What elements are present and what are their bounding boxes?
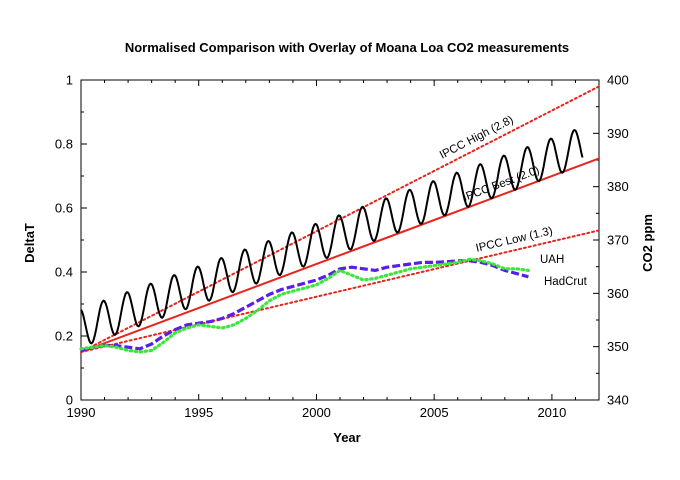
axis-ticks: 1990 1995 2000 2005 2010 0 0.2 0.4 0.6 0.8 1 340 350… (55, 73, 629, 421)
y2-axis-label: CO2 ppm (640, 214, 655, 272)
y-tick-label: 0.8 (55, 137, 73, 152)
x-tick-label: 1990 (67, 405, 96, 420)
y-tick-label: 0.6 (55, 201, 73, 216)
ipcc-line (80, 157, 600, 353)
y2-tick-label: 400 (607, 73, 629, 88)
x-tick-label: 2000 (302, 405, 331, 420)
ipcc-label: IPCC High (2.8) (438, 114, 516, 162)
y-axis-label: DeltaT (22, 223, 37, 263)
y2-tick-label: 390 (607, 126, 629, 141)
y2-tick-label: 370 (607, 233, 629, 248)
x-tick-label: 1995 (184, 405, 213, 420)
uah-line (80, 259, 529, 352)
y-tick-label: 0.4 (55, 265, 73, 280)
ipcc-line (80, 229, 600, 353)
ipcc-line (80, 85, 600, 353)
data-series: UAH HadCrut (79, 129, 588, 354)
legend-label: UAH (540, 254, 564, 266)
y-tick-label: 1 (66, 73, 73, 88)
chart-title: Normalised Comparison with Overlay of Mo… (125, 40, 569, 55)
x-tick-label: 2005 (420, 405, 449, 420)
y2-tick-label: 340 (607, 393, 629, 408)
x-axis-label: Year (333, 430, 360, 445)
hadcrut-line (79, 257, 530, 354)
x-tick-label: 2010 (537, 405, 566, 420)
y-tick-label: 0 (66, 393, 73, 408)
y2-tick-label: 360 (607, 286, 629, 301)
y-tick-label: 0.2 (55, 329, 73, 344)
legend-label: HadCrut (544, 276, 588, 288)
y2-tick-label: 350 (607, 339, 629, 354)
moana-loa-co2-line (80, 129, 584, 345)
y2-tick-label: 380 (607, 179, 629, 194)
